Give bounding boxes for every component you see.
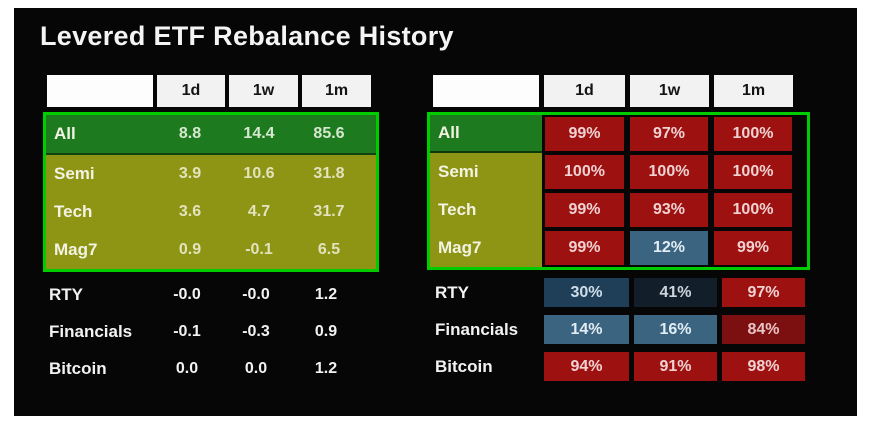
percentile-cell: 99% bbox=[714, 231, 792, 265]
returns-value: 0.9 bbox=[178, 241, 202, 258]
returns-column-header-1w: 1w bbox=[229, 75, 298, 107]
returns-value: 6.5 bbox=[317, 241, 341, 258]
rebalance-row-semi: Semi 100% 100% 100% bbox=[430, 153, 807, 191]
percentile-cell: 99% bbox=[545, 117, 624, 151]
returns-value: 85.6 bbox=[313, 125, 345, 142]
returns-value: 3.9 bbox=[178, 165, 202, 182]
returns-row-bitcoin: Bitcoin 0.0 0.0 1.2 bbox=[47, 354, 373, 383]
percentile-cell: 100% bbox=[714, 193, 792, 227]
percentile-cell: 98% bbox=[722, 352, 805, 381]
returns-row-mag7: Mag7 0.9 -0.1 6.5 bbox=[46, 231, 376, 269]
returns-column-header-1d: 1d bbox=[157, 75, 225, 107]
percentile-cell: 84% bbox=[722, 315, 805, 344]
row-label: Tech bbox=[430, 191, 542, 229]
returns-highlight-box: All 8.8 14.4 85.6 Semi 3.9 10.6 31.8 Tech 3.6 4.7 3… bbox=[43, 112, 379, 272]
returns-value: 14.4 bbox=[243, 125, 275, 142]
percentile-cell: 99% bbox=[545, 231, 624, 265]
rebalance-row-financials: Financials 14% 16% 84% bbox=[433, 315, 805, 344]
percentile-cell: 14% bbox=[544, 315, 629, 344]
rebalance-corner-cell bbox=[433, 75, 539, 107]
returns-row-semi: Semi 3.9 10.6 31.8 bbox=[46, 155, 376, 193]
percentile-cell: 100% bbox=[630, 155, 708, 189]
percentile-cell: 93% bbox=[630, 193, 708, 227]
returns-value: 8.8 bbox=[178, 125, 202, 142]
rebalance-column-header-1m: 1m bbox=[714, 75, 793, 107]
returns-row-all: All 8.8 14.4 85.6 bbox=[46, 115, 376, 155]
slide-panel: Levered ETF Rebalance History 1d 1w 1m All… bbox=[14, 8, 857, 416]
rebalance-column-header-1w: 1w bbox=[630, 75, 709, 107]
row-label: RTY bbox=[435, 282, 469, 302]
returns-value: -0.0 bbox=[242, 285, 270, 303]
row-label: Semi bbox=[54, 164, 95, 183]
percentile-cell: 100% bbox=[545, 155, 624, 189]
returns-value: 0.0 bbox=[175, 359, 199, 377]
returns-column-header-1m: 1m bbox=[302, 75, 371, 107]
percentile-cell: 100% bbox=[714, 155, 792, 189]
returns-value: 4.7 bbox=[247, 203, 271, 220]
row-label: Financials bbox=[435, 319, 519, 339]
row-label: All bbox=[54, 124, 76, 143]
percentile-cell: 30% bbox=[544, 278, 629, 307]
returns-value: -0.1 bbox=[245, 241, 273, 258]
percentile-cell: 12% bbox=[630, 231, 708, 265]
returns-value: 1.2 bbox=[314, 359, 338, 377]
rebalance-row-all: All 99% 97% 100% bbox=[430, 115, 807, 153]
returns-value: 1.2 bbox=[314, 285, 338, 303]
returns-value: 3.6 bbox=[178, 203, 202, 220]
percentile-cell: 91% bbox=[634, 352, 717, 381]
rebalance-row-rty: RTY 30% 41% 97% bbox=[433, 278, 805, 307]
rebalance-highlight-box: All 99% 97% 100% Semi 100% 100% 100% Tech 99% 93% 1… bbox=[427, 112, 810, 270]
row-label: Bitcoin bbox=[435, 356, 493, 376]
percentile-cell: 97% bbox=[630, 117, 708, 151]
page-title: Levered ETF Rebalance History bbox=[40, 21, 454, 51]
rebalance-table-header: 1d 1w 1m bbox=[433, 75, 798, 107]
row-label: Semi bbox=[430, 153, 542, 191]
rebalance-row-mag7: Mag7 99% 12% 99% bbox=[430, 229, 807, 267]
returns-value: 0.9 bbox=[314, 322, 338, 340]
row-label: Mag7 bbox=[430, 229, 542, 267]
returns-table-header: 1d 1w 1m bbox=[47, 75, 373, 107]
percentile-cell: 94% bbox=[544, 352, 629, 381]
rebalance-row-bitcoin: Bitcoin 94% 91% 98% bbox=[433, 352, 805, 381]
percentile-cell: 100% bbox=[714, 117, 792, 151]
percentile-cell: 41% bbox=[634, 278, 717, 307]
rebalance-row-tech: Tech 99% 93% 100% bbox=[430, 191, 807, 229]
returns-value: 31.7 bbox=[313, 203, 345, 220]
returns-row-rty: RTY -0.0 -0.0 1.2 bbox=[47, 280, 373, 309]
returns-row-tech: Tech 3.6 4.7 31.7 bbox=[46, 193, 376, 231]
returns-value: 31.8 bbox=[313, 165, 345, 182]
percentile-cell: 97% bbox=[722, 278, 805, 307]
returns-corner-cell bbox=[47, 75, 153, 107]
rebalance-table: 1d 1w 1m All 99% 97% 100% Semi 100% 100% 100% Tech… bbox=[427, 75, 810, 381]
row-label: Financials bbox=[49, 321, 133, 341]
row-label: All bbox=[430, 115, 542, 153]
returns-value: 10.6 bbox=[243, 165, 275, 182]
returns-table: 1d 1w 1m All 8.8 14.4 85.6 Semi 3.9 10.6 31.8 Tech… bbox=[43, 75, 379, 383]
row-label: Bitcoin bbox=[49, 358, 107, 378]
percentile-cell: 99% bbox=[545, 193, 624, 227]
returns-row-financials: Financials -0.1 -0.3 0.9 bbox=[47, 317, 373, 346]
percentile-cell: 16% bbox=[634, 315, 717, 344]
returns-table-other-rows: RTY -0.0 -0.0 1.2 Financials -0.1 -0.3 0.9 Bitco… bbox=[47, 280, 373, 383]
returns-value: -0.3 bbox=[242, 322, 270, 340]
rebalance-column-header-1d: 1d bbox=[544, 75, 625, 107]
returns-value: 0.0 bbox=[244, 359, 268, 377]
rebalance-table-other-rows: RTY 30% 41% 97% Financials 14% 16% 84% Bitcoin 94… bbox=[433, 278, 805, 381]
row-label: Mag7 bbox=[54, 240, 98, 259]
row-label: RTY bbox=[49, 284, 83, 304]
returns-value: -0.1 bbox=[173, 322, 201, 340]
row-label: Tech bbox=[54, 202, 93, 221]
returns-value: -0.0 bbox=[173, 285, 201, 303]
